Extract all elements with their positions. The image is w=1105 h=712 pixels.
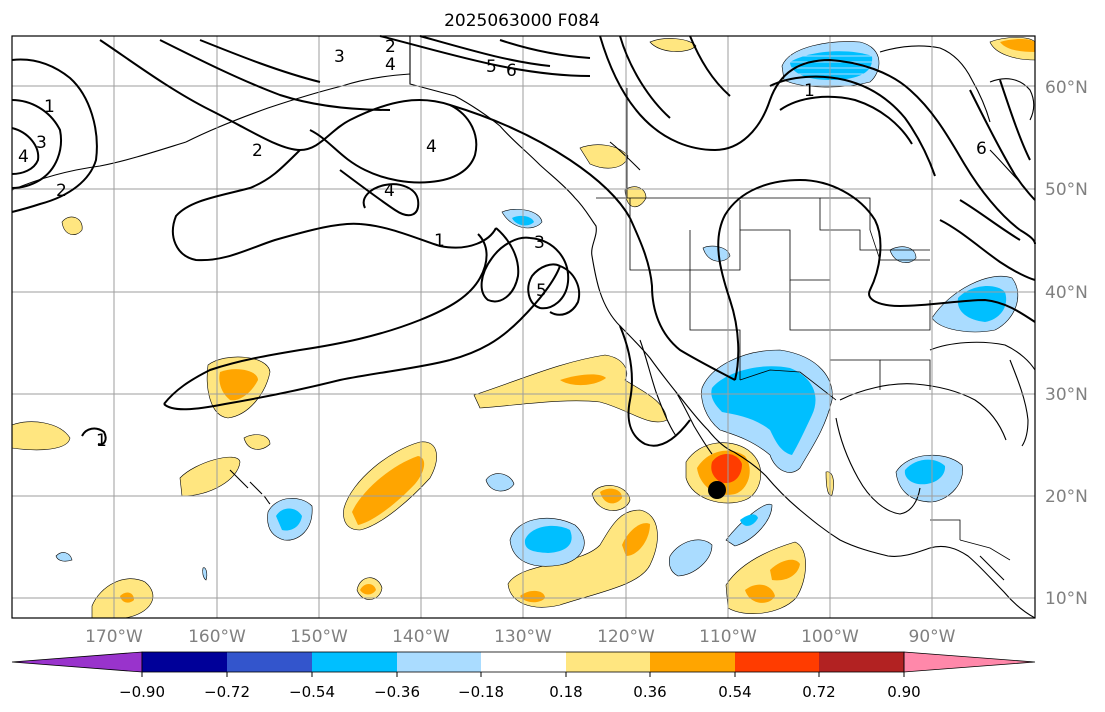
contour-label-3: 3 — [334, 47, 345, 67]
contour-label-3: 3 — [534, 233, 545, 253]
lon-label-110w: 110°W — [699, 627, 757, 647]
lon-label-170w: 170°W — [85, 627, 143, 647]
lon-label-100w: 100°W — [801, 627, 859, 647]
lon-label-130w: 130°W — [494, 627, 552, 647]
colorbar-segment — [566, 652, 650, 672]
contour-label-1: 1 — [44, 97, 55, 117]
colorbar-label-neg072: −0.72 — [204, 683, 250, 701]
shading-layer — [11, 37, 1036, 619]
colorbar: −0.90 −0.72 −0.54 −0.36 −0.18 0.18 0.36 … — [11, 651, 1036, 701]
contour-labels: 1 3 4 2 3 2 4 5 6 2 4 4 1 3 5 1 6 1 — [18, 37, 987, 451]
contour-layer — [11, 35, 1036, 447]
colorbar-label-neg036: −0.36 — [374, 683, 420, 701]
contour-label-2: 2 — [56, 181, 67, 201]
colorbar-segment — [312, 652, 397, 672]
contour-label-1: 1 — [804, 81, 815, 101]
colorbar-label-neg054: −0.54 — [289, 683, 335, 701]
colorbar-segment — [481, 652, 566, 672]
colorbar-ticks — [141, 672, 905, 677]
lat-label-30n: 30°N — [1045, 385, 1088, 405]
colorbar-segment — [650, 652, 735, 672]
contour-label-4: 4 — [385, 55, 396, 75]
lon-label-120w: 120°W — [597, 627, 655, 647]
lon-label-150w: 150°W — [290, 627, 348, 647]
colorbar-segment — [142, 652, 227, 672]
colorbar-label-018: 0.18 — [549, 683, 582, 701]
colorbar-label-054: 0.54 — [718, 683, 751, 701]
contour-label-4: 4 — [18, 147, 29, 167]
colorbar-label-036: 0.36 — [633, 683, 666, 701]
colorbar-segments — [11, 651, 1036, 673]
colorbar-extend-low — [11, 651, 143, 673]
longitude-labels: 170°W 160°W 150°W 140°W 130°W 120°W 110°… — [85, 627, 956, 647]
figure-title: 2025063000 F084 — [444, 11, 600, 31]
lat-label-50n: 50°N — [1045, 180, 1088, 200]
contour-label-3: 3 — [36, 133, 47, 153]
contour-label-2: 2 — [385, 37, 396, 57]
lon-label-140w: 140°W — [392, 627, 450, 647]
colorbar-label-neg090: −0.90 — [119, 683, 165, 701]
colorbar-segment — [735, 652, 819, 672]
storm-marker-dot — [708, 481, 726, 499]
colorbar-extend-high — [903, 651, 1036, 673]
map-panel: 1 3 4 2 3 2 4 5 6 2 4 4 1 3 5 1 6 1 — [11, 35, 1036, 619]
contour-label-2: 2 — [252, 141, 263, 161]
colorbar-label-neg018: −0.18 — [458, 683, 504, 701]
lon-label-160w: 160°W — [188, 627, 246, 647]
lat-label-40n: 40°N — [1045, 283, 1088, 303]
contour-label-4: 4 — [384, 181, 395, 201]
contour-label-6: 6 — [506, 61, 517, 81]
contour-label-1: 1 — [96, 431, 107, 451]
contour-label-5: 5 — [486, 57, 497, 77]
colorbar-frame — [141, 651, 905, 673]
lat-label-60n: 60°N — [1045, 78, 1088, 98]
contour-label-4: 4 — [426, 137, 437, 157]
colorbar-tick-labels: −0.90 −0.72 −0.54 −0.36 −0.18 0.18 0.36 … — [119, 683, 921, 701]
latitude-labels: 60°N 50°N 40°N 30°N 20°N 10°N — [1045, 78, 1088, 609]
lat-label-20n: 20°N — [1045, 487, 1088, 507]
colorbar-segment — [227, 652, 312, 672]
contour-label-1: 1 — [434, 231, 445, 251]
colorbar-segment — [397, 652, 481, 672]
lon-label-90w: 90°W — [909, 627, 956, 647]
lat-label-10n: 10°N — [1045, 589, 1088, 609]
contour-label-6: 6 — [976, 139, 987, 159]
colorbar-segment — [819, 652, 904, 672]
contour-label-5: 5 — [536, 281, 547, 301]
colorbar-label-090: 0.90 — [887, 683, 920, 701]
coastline-layer — [11, 36, 1036, 619]
colorbar-label-072: 0.72 — [802, 683, 835, 701]
